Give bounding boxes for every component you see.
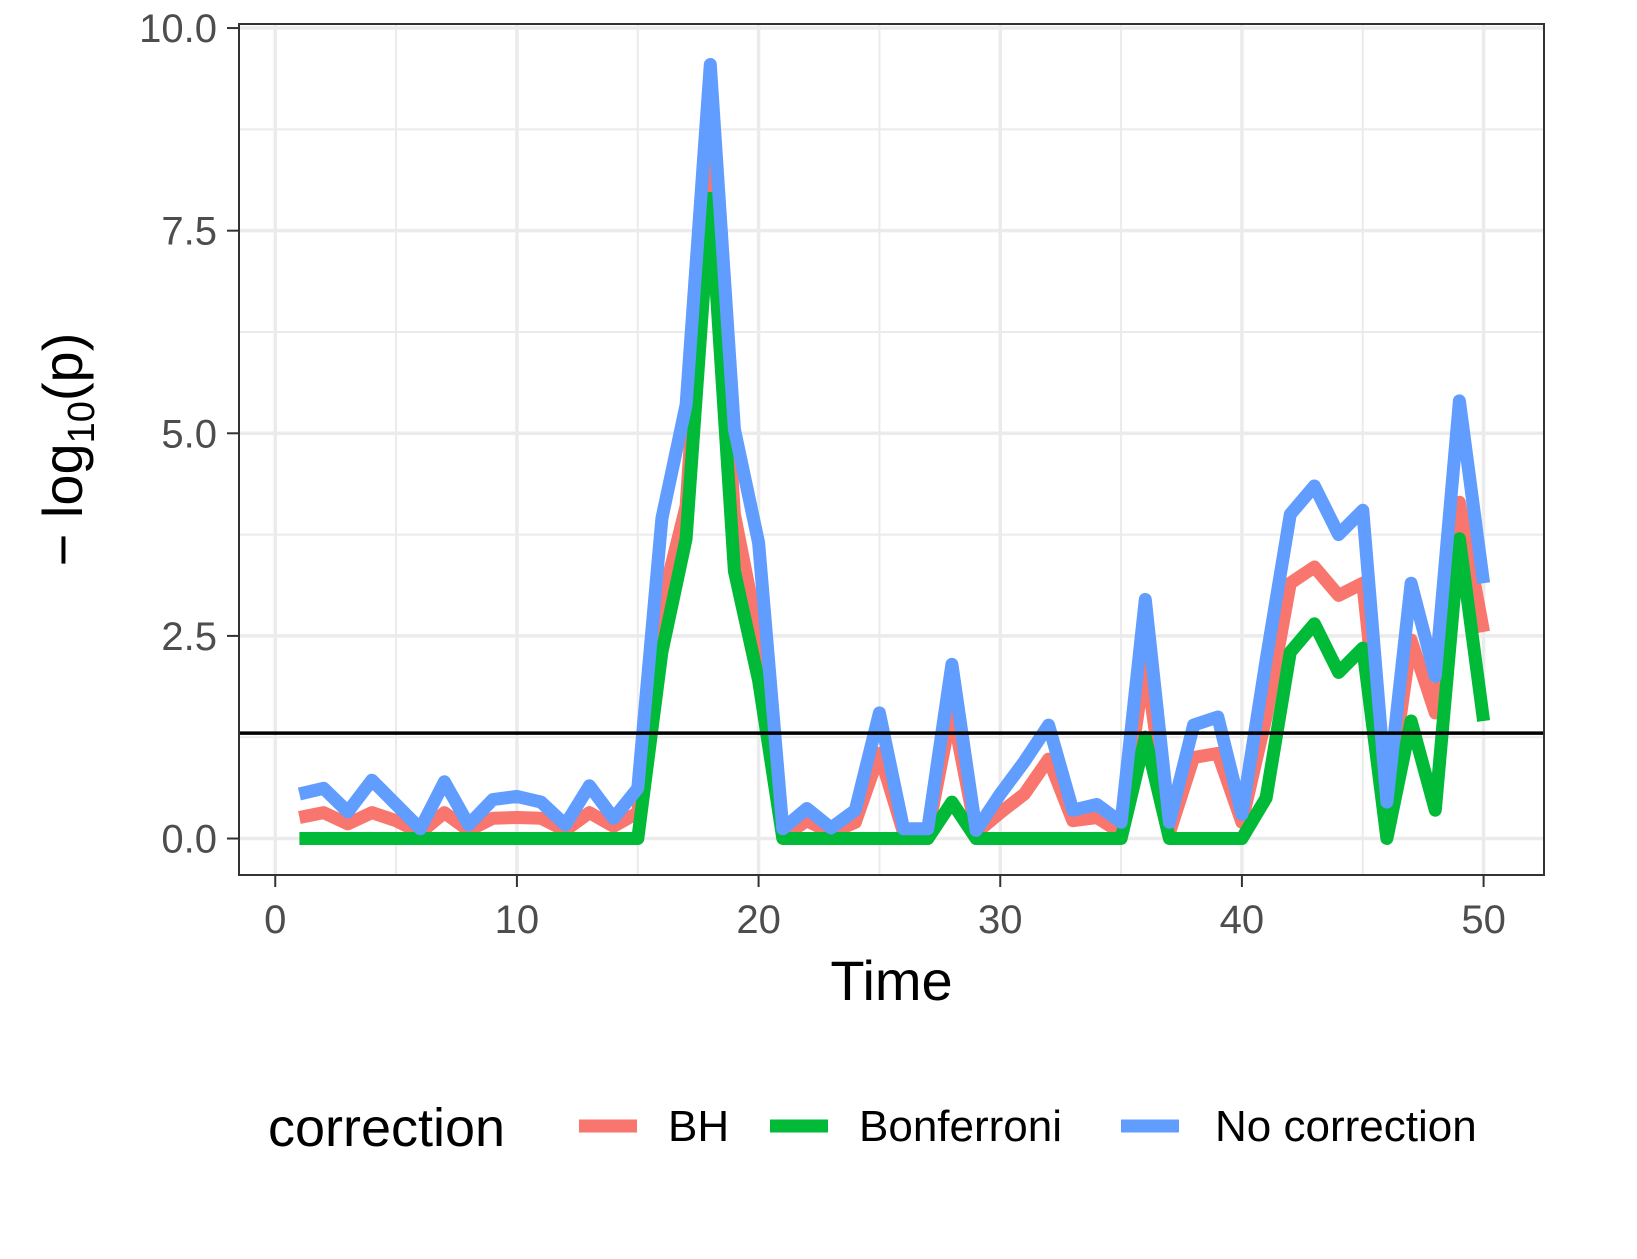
legend-label: BH [668,1102,729,1151]
y-axis-title-suffix: (p) [31,333,94,401]
x-tick-label: 50 [1461,898,1506,942]
y-axis-title: − log10(p) [31,333,103,567]
y-tick-label: 5.0 [161,412,217,456]
legend-label: No correction [1215,1102,1477,1151]
grid-minor [239,24,1544,875]
legend: correction BH Bonferroni No correction [268,1098,1477,1158]
y-tick-label: 2.5 [161,615,217,659]
y-axis-title-subscript: 10 [61,401,103,443]
y-tick-label: 0.0 [161,818,217,862]
plot-panel [238,23,1545,876]
y-axis: 0.0 2.5 5.0 7.5 10.0 [139,7,239,862]
legend-label: Bonferroni [859,1102,1062,1151]
panel-border [238,23,1545,876]
y-tick-label: 7.5 [161,210,217,254]
series-layer [297,58,1491,845]
x-axis: 0 10 20 30 40 50 [264,875,1506,942]
x-axis-title: Time [830,949,952,1012]
x-tick-label: 40 [1220,898,1265,942]
x-tick-label: 0 [264,898,286,942]
x-tick-label: 20 [736,898,781,942]
series-line-no-correction [297,58,1491,837]
legend-title: correction [268,1098,505,1158]
x-tick-label: 30 [978,898,1023,942]
y-tick-label: 10.0 [139,7,217,51]
series-line-bonferroni [299,191,1491,845]
x-tick-label: 10 [495,898,540,942]
y-axis-title-prefix: − log [31,443,94,566]
